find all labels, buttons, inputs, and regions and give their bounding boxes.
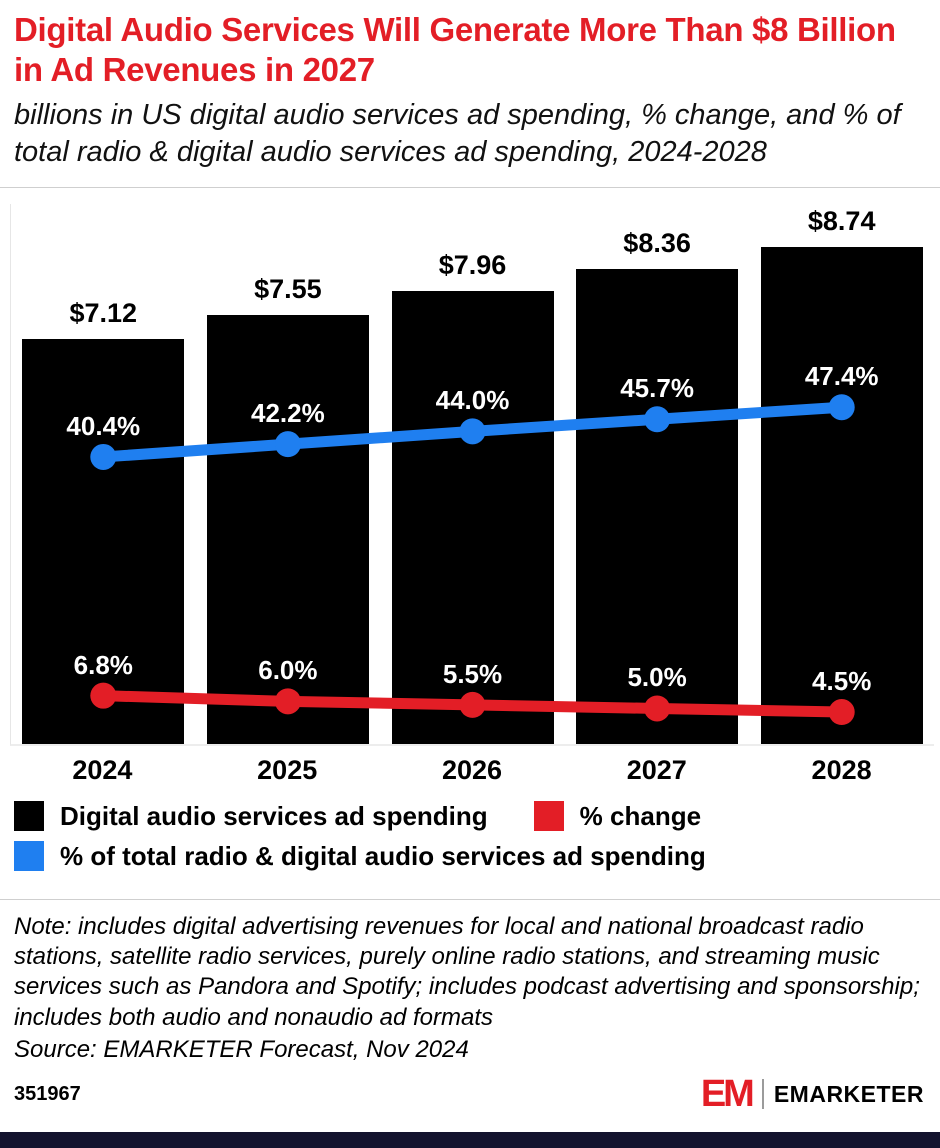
point-label-2024: 6.8%: [73, 649, 133, 680]
legend-swatch-blue: [14, 841, 44, 872]
chart-id: 351967: [14, 1082, 81, 1105]
line-point-2025: [274, 431, 301, 458]
legend-label-bar: Digital audio services ad spending: [60, 800, 488, 831]
point-label-2026: 44.0%: [435, 385, 510, 416]
line-point-2026: [459, 418, 486, 445]
note-text: Note: includes digital advertising reven…: [14, 912, 920, 1031]
line-point-2027: [644, 406, 671, 433]
x-axis-label-2024: 2024: [72, 754, 133, 785]
bar-value-label-2028: $8.74: [807, 206, 876, 237]
chart-lines: [90, 394, 855, 725]
line-point-2025: [274, 688, 301, 715]
bar-2024: [22, 339, 185, 744]
point-label-2027: 5.0%: [627, 662, 687, 693]
bar-value-label-2026: $7.96: [438, 250, 507, 281]
bar-2026: [391, 291, 554, 744]
legend-swatch-black: [14, 801, 44, 832]
chart-title: Digital Audio Services Will Generate Mor…: [14, 11, 896, 88]
point-label-2028: 47.4%: [804, 361, 879, 392]
point-label-2024: 40.4%: [66, 410, 141, 441]
line-point-2026: [459, 691, 486, 718]
line-point-2028: [828, 698, 855, 725]
bar-2028: [760, 247, 923, 744]
bar-value-label-2027: $8.36: [623, 227, 691, 258]
point-label-2026: 5.5%: [442, 658, 503, 689]
logo-separator: [761, 1079, 764, 1110]
point-label-2028: 4.5%: [812, 665, 872, 696]
chart-header: Digital Audio Services Will Generate Mor…: [0, 0, 940, 171]
legend-item-bar: Digital audio services ad spending: [14, 801, 488, 832]
x-axis-label-2027: 2027: [626, 754, 687, 785]
divider-bottom: [0, 898, 940, 900]
legend-item-pct-change: % change: [533, 800, 702, 832]
x-axis-label-2028: 2028: [811, 754, 872, 785]
plot-area: $7.12 $7.55 $7.96 $8.36 $8.74 40.4% 42.2% 44.0%…: [10, 203, 934, 746]
legend-item-share: % of total radio & digital audio service…: [14, 841, 706, 872]
bar-2027: [576, 268, 739, 744]
divider-top: [0, 186, 940, 188]
chart-area: $7.12 $7.55 $7.96 $8.36 $8.74 40.4% 42.2% 44.0%…: [0, 203, 940, 790]
bottom-bar: [0, 1132, 940, 1148]
emarketer-logo: EM EMARKETER: [701, 1075, 924, 1113]
legend-label-pct-change: % change: [579, 800, 702, 831]
bar-value-label-2025: $7.55: [254, 273, 322, 304]
em-logo-mark: EM: [700, 1073, 755, 1116]
x-axis-label-2025: 2025: [257, 754, 318, 785]
chart-subtitle: billions in US digital audio services ad…: [14, 99, 901, 169]
footer: 351967 EM EMARKETER: [0, 1065, 940, 1113]
point-label-2027: 45.7%: [620, 373, 694, 404]
legend-row-2: % of total radio & digital audio service…: [14, 841, 926, 872]
bar-value-label-2024: $7.12: [69, 298, 138, 329]
x-axis-label-2026: 2026: [441, 754, 503, 785]
legend-row-1: Digital audio services ad spending % cha…: [14, 801, 926, 832]
line-point-2027: [644, 695, 671, 722]
line-point-2028: [828, 394, 855, 421]
point-label-2025: 42.2%: [251, 398, 325, 428]
line-point-2024: [90, 443, 117, 470]
legend-swatch-red: [533, 801, 564, 832]
bar-2025: [206, 314, 369, 744]
point-label-2025: 6.0%: [258, 655, 318, 686]
line-point-2024: [90, 682, 117, 709]
source-text: Source: EMARKETER Forecast, Nov 2024: [14, 1035, 469, 1063]
legend: Digital audio services ad spending % cha…: [0, 790, 940, 883]
x-axis: 2024 2025 2026 2027 2028: [10, 746, 934, 790]
brand-name-text: EMARKETER: [773, 1080, 924, 1107]
legend-label-share: % of total radio & digital audio service…: [60, 840, 706, 871]
